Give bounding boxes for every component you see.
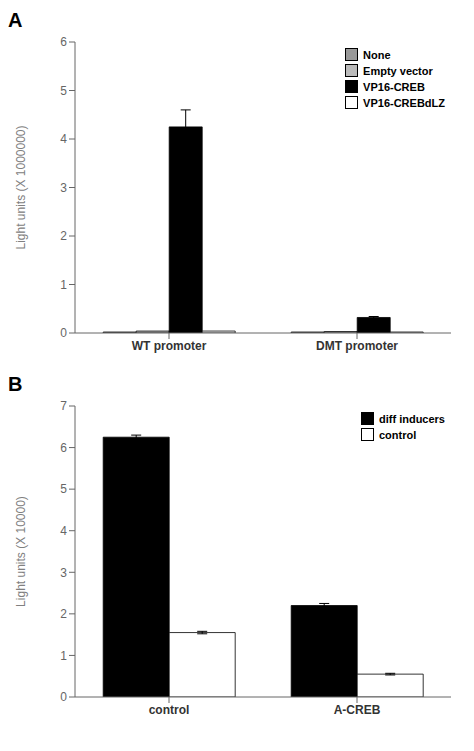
html-text:None: None xyxy=(363,48,391,61)
svg-text:DMT promoter: DMT promoter xyxy=(316,339,398,353)
svg-text:7: 7 xyxy=(60,399,67,413)
svg-text:3: 3 xyxy=(60,566,67,580)
svg-text:5: 5 xyxy=(60,84,67,98)
svg-text:4: 4 xyxy=(60,524,67,538)
svg-text:2: 2 xyxy=(60,229,67,243)
svg-text:A-CREB: A-CREB xyxy=(334,703,381,717)
svg-text:4: 4 xyxy=(60,132,67,146)
svg-text:5: 5 xyxy=(60,482,67,496)
svg-text:1: 1 xyxy=(60,278,67,292)
html-text:A: A xyxy=(8,9,23,31)
svg-text:Light units (X 1000000): Light units (X 1000000) xyxy=(14,125,28,249)
html-text:control: control xyxy=(379,428,417,441)
html-text:diff inducers: diff inducers xyxy=(379,412,445,425)
html-text:VP16-CREBdLZ: VP16-CREBdLZ xyxy=(363,96,445,109)
svg-text:Light units (X 10000): Light units (X 10000) xyxy=(14,496,28,607)
svg-text:control: control xyxy=(149,703,190,717)
svg-text:0: 0 xyxy=(60,690,67,704)
svg-text:0: 0 xyxy=(60,326,67,340)
svg-text:6: 6 xyxy=(60,35,67,49)
html-text:VP16-CREB: VP16-CREB xyxy=(363,80,425,93)
html-text:Empty vector: Empty vector xyxy=(363,64,433,77)
svg-text:1: 1 xyxy=(60,649,67,663)
svg-text:6: 6 xyxy=(60,441,67,455)
svg-text:2: 2 xyxy=(60,607,67,621)
svg-text:WT promoter: WT promoter xyxy=(132,339,207,353)
svg-text:3: 3 xyxy=(60,181,67,195)
html-text:B: B xyxy=(8,373,23,395)
